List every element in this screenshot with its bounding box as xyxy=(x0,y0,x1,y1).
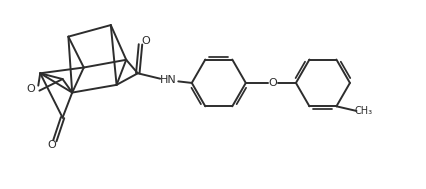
Text: O: O xyxy=(268,78,277,88)
Text: O: O xyxy=(141,36,150,46)
Text: O: O xyxy=(26,84,35,94)
Text: CH₃: CH₃ xyxy=(354,106,372,116)
Text: O: O xyxy=(47,140,56,150)
Text: HN: HN xyxy=(160,75,177,85)
